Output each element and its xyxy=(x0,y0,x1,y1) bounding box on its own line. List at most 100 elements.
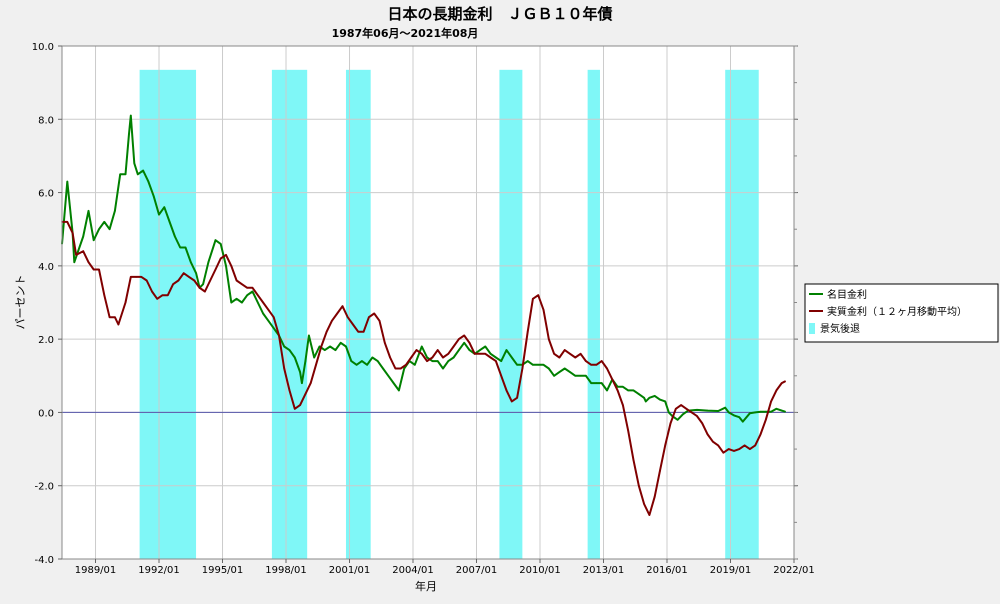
nominal-rate-point xyxy=(219,243,222,245)
real-rate-point xyxy=(553,353,555,355)
real-rate-point xyxy=(389,356,391,359)
real-rate-point xyxy=(92,268,95,271)
nominal-rate-point xyxy=(345,345,347,348)
nominal-rate-point xyxy=(727,411,730,414)
nominal-rate-point xyxy=(676,419,679,421)
x-tick-label: 2013/01 xyxy=(583,565,625,576)
real-rate-point xyxy=(299,404,301,406)
nominal-rate-point xyxy=(299,371,301,373)
real-rate-point xyxy=(616,389,619,392)
nominal-rate-point xyxy=(318,345,321,348)
nominal-rate-point xyxy=(387,375,390,377)
x-tick-label: 2004/01 xyxy=(392,565,434,576)
real-rate-point xyxy=(659,470,661,472)
real-rate-point xyxy=(426,360,428,362)
nominal-rate-point xyxy=(361,360,363,362)
real-rate-point xyxy=(669,422,672,425)
real-rate-point xyxy=(103,294,106,297)
real-rate-point xyxy=(421,353,423,355)
nominal-rate-point xyxy=(398,389,400,392)
real-rate-point xyxy=(320,345,323,348)
y-tick-label: 0.0 xyxy=(38,408,54,419)
x-tick-label: 2016/01 xyxy=(646,565,688,576)
real-rate-point xyxy=(331,320,333,322)
real-rate-point xyxy=(690,411,693,414)
nominal-rate-point xyxy=(137,173,139,176)
nominal-rate-point xyxy=(168,221,171,223)
x-tick-label: 1998/01 xyxy=(265,565,307,576)
x-tick-label: 2019/01 xyxy=(710,565,752,576)
real-rate-point xyxy=(262,301,264,304)
y-tick-label: -4.0 xyxy=(34,555,54,566)
nominal-rate-point xyxy=(780,409,783,412)
nominal-rate-point xyxy=(301,382,303,384)
real-rate-point xyxy=(595,364,598,366)
nominal-rate-point xyxy=(622,386,624,388)
real-rate-point xyxy=(749,448,751,450)
real-rate-point xyxy=(114,316,116,319)
real-rate-point xyxy=(696,415,698,417)
real-rate-point xyxy=(209,279,211,282)
real-rate-point xyxy=(71,232,74,234)
real-rate-point xyxy=(727,448,730,450)
real-rate-point xyxy=(622,404,624,406)
legend-swatch-recession xyxy=(809,323,815,334)
real-rate-point xyxy=(177,279,180,282)
real-rate-point xyxy=(590,364,592,366)
x-tick-label: 1992/01 xyxy=(138,565,180,576)
nominal-rate-point xyxy=(537,364,539,366)
nominal-rate-point xyxy=(251,290,254,293)
nominal-rate-point xyxy=(376,360,379,362)
nominal-rate-point xyxy=(103,221,106,223)
nominal-rate-point xyxy=(257,301,259,304)
real-rate-point xyxy=(87,261,90,264)
real-rate-point xyxy=(521,367,524,370)
nominal-rate-point xyxy=(754,411,756,414)
real-rate-point xyxy=(653,495,656,498)
nominal-rate-point xyxy=(489,353,492,355)
real-rate-point xyxy=(664,444,666,447)
real-rate-point xyxy=(706,433,709,436)
real-rate-point xyxy=(108,316,111,319)
real-rate-point xyxy=(574,356,577,359)
nominal-rate-point xyxy=(294,356,296,359)
real-rate-point xyxy=(585,360,587,362)
real-rate-point xyxy=(447,353,450,355)
real-rate-point xyxy=(717,444,719,447)
real-rate-point xyxy=(738,448,741,450)
legend-label: 景気後退 xyxy=(820,322,860,335)
real-rate-point xyxy=(151,290,153,293)
y-tick-label: 8.0 xyxy=(38,115,54,126)
nominal-rate-point xyxy=(128,133,130,135)
legend-label: 実質金利（１２ヶ月移動平均） xyxy=(827,305,967,318)
nominal-rate-point xyxy=(73,261,76,264)
nominal-rate-point xyxy=(770,410,772,413)
real-rate-point xyxy=(283,367,286,370)
nominal-rate-point xyxy=(579,375,582,377)
chart-title: 日本の長期金利 ＪＧＢ１０年債 xyxy=(387,5,612,23)
nominal-rate-point xyxy=(142,169,144,172)
nominal-rate-point xyxy=(392,382,395,384)
real-rate-point xyxy=(532,298,534,300)
real-rate-point xyxy=(563,349,566,351)
real-rate-point xyxy=(569,353,571,355)
nominal-rate-point xyxy=(147,180,150,183)
real-rate-point xyxy=(701,422,704,425)
real-rate-point xyxy=(548,338,550,340)
real-rate-point xyxy=(82,250,84,252)
real-rate-point xyxy=(712,440,714,443)
nominal-rate-point xyxy=(426,356,428,359)
nominal-rate-point xyxy=(738,416,741,419)
nominal-rate-point xyxy=(108,228,111,230)
nominal-rate-point xyxy=(749,412,751,415)
nominal-rate-point xyxy=(225,265,227,267)
real-rate-point xyxy=(373,312,376,315)
nominal-rate-point xyxy=(262,312,264,315)
real-rate-point xyxy=(246,287,248,289)
real-rate-point xyxy=(431,356,434,359)
legend-box xyxy=(804,283,999,343)
nominal-rate-point xyxy=(152,195,155,197)
nominal-rate-point xyxy=(717,410,719,412)
y-tick-label: -2.0 xyxy=(34,482,54,493)
real-rate-point xyxy=(648,514,651,516)
